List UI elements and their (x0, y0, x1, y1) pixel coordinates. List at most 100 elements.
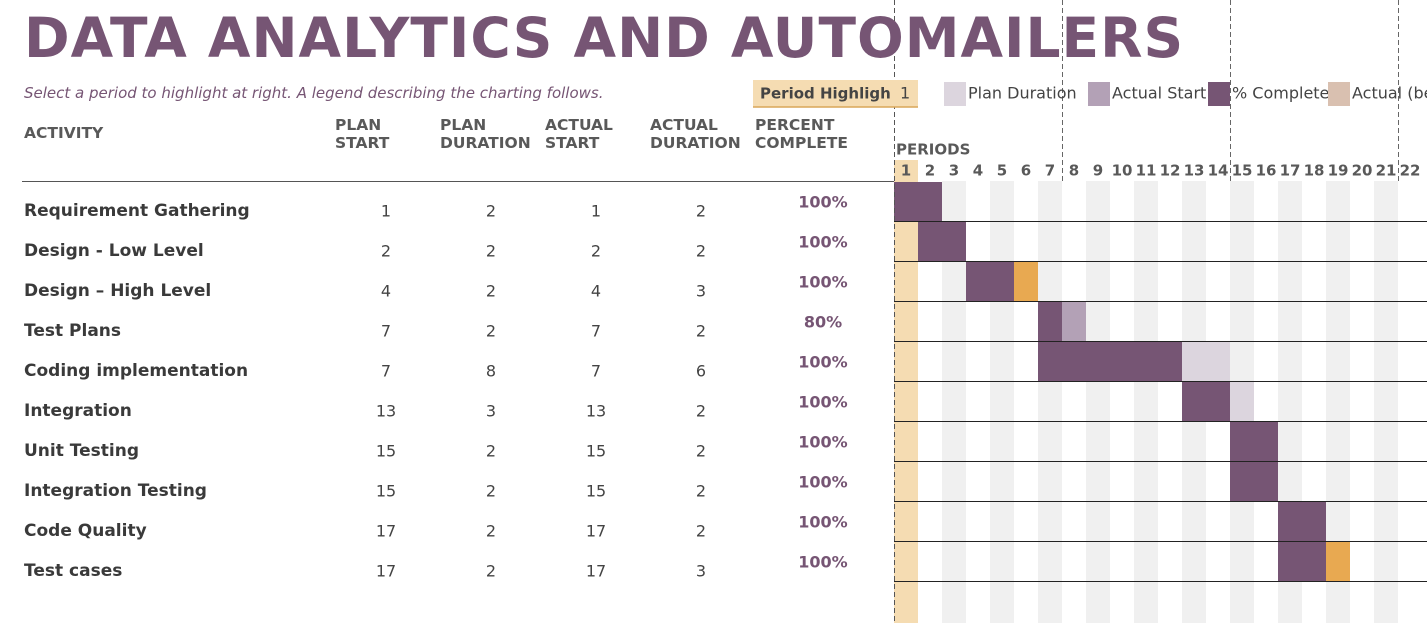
complete-bar (918, 182, 942, 221)
activity-name: Requirement Gathering (24, 201, 250, 221)
cell-value: 7 (380, 361, 392, 381)
period-label: 22 (1400, 162, 1421, 180)
cell-value: 8 (485, 361, 497, 381)
plan-bar (1182, 342, 1206, 381)
cell-value: 17 (375, 561, 397, 581)
cell-value: 17 (585, 521, 607, 541)
cell-value: 2 (485, 201, 497, 221)
actual-bar (1062, 302, 1086, 341)
periods-label: PERIODS (896, 141, 970, 159)
column-header: ACTUAL DURATION (650, 116, 741, 152)
period-label: 17 (1280, 162, 1301, 180)
cell-value: 7 (380, 321, 392, 341)
complete-bar (1086, 342, 1110, 381)
complete-bar (1230, 422, 1254, 461)
period-label: 15 (1232, 162, 1253, 180)
period-label: 16 (1256, 162, 1277, 180)
cell-value: 4 (590, 281, 602, 301)
complete-bar (1110, 342, 1134, 381)
legend-label: % Complete (1232, 84, 1329, 103)
column-header: PLAN DURATION (440, 116, 531, 152)
cell-value: 1 (380, 201, 392, 221)
period-label: 9 (1093, 162, 1103, 180)
complete-bar (1038, 342, 1062, 381)
percent-complete: 100% (798, 392, 848, 412)
activity-name: Test Plans (24, 321, 122, 341)
complete-bar (1278, 502, 1302, 541)
period-label: 6 (1021, 162, 1031, 180)
period-label: 20 (1352, 162, 1373, 180)
activity-name: Unit Testing (24, 441, 139, 461)
period-label: 2 (925, 162, 935, 180)
cell-value: 2 (695, 521, 707, 541)
period-stripe (1086, 181, 1110, 623)
period-highlight-value[interactable]: 1 (900, 84, 910, 103)
complete-bar (990, 262, 1014, 301)
complete-bar (1158, 342, 1182, 381)
cell-value: 1 (590, 201, 602, 221)
complete-bar (1254, 422, 1278, 461)
period-stripe (1134, 181, 1158, 623)
period-label: 7 (1045, 162, 1055, 180)
cell-value: 13 (585, 401, 607, 421)
cell-value: 2 (590, 241, 602, 261)
complete-bar (1038, 302, 1062, 341)
cell-value: 3 (485, 401, 497, 421)
period-stripe (1038, 181, 1062, 623)
period-highlight-label: Period Highligh (760, 85, 891, 103)
cell-value: 4 (380, 281, 392, 301)
period-label: 11 (1136, 162, 1157, 180)
activity-name: Integration (24, 401, 132, 421)
percent-complete: 100% (798, 472, 848, 492)
legend-swatch (1088, 82, 1110, 106)
period-highlight-box (753, 80, 918, 107)
cell-value: 15 (375, 441, 397, 461)
legend-swatch (944, 82, 966, 106)
legend-label: Plan Duration (968, 84, 1077, 103)
activity-name: Integration Testing (24, 481, 207, 501)
complete-bar (1278, 542, 1302, 581)
subtitle: Select a period to highlight at right. A… (24, 84, 604, 102)
cell-value: 2 (695, 481, 707, 501)
column-header: ACTUAL START (545, 116, 613, 152)
complete-bar (942, 222, 966, 261)
cell-value: 3 (695, 281, 707, 301)
legend-swatch (1208, 82, 1230, 106)
cell-value: 2 (485, 561, 497, 581)
cell-value: 2 (485, 241, 497, 261)
period-label: 21 (1376, 162, 1397, 180)
plan-bar (1206, 342, 1230, 381)
plan-bar (1230, 382, 1254, 421)
activity-name: Test cases (24, 561, 123, 581)
period-stripe (1374, 181, 1398, 623)
highlight-column (894, 160, 918, 623)
overrun-bar (1326, 542, 1350, 581)
activity-name: Design - Low Level (24, 241, 204, 261)
period-label: 3 (949, 162, 959, 180)
period-label: 5 (997, 162, 1007, 180)
column-header: PERCENT COMPLETE (755, 116, 848, 152)
period-stripe (990, 181, 1014, 623)
percent-complete: 80% (803, 312, 843, 332)
period-label: 19 (1328, 162, 1349, 180)
title: DATA ANALYTICS AND AUTOMAILERS (24, 6, 1185, 70)
percent-complete: 100% (798, 432, 848, 452)
cell-value: 13 (375, 401, 397, 421)
cell-value: 2 (485, 441, 497, 461)
overrun-bar (1014, 262, 1038, 301)
cell-value: 2 (695, 441, 707, 461)
legend-swatch (1328, 82, 1350, 106)
legend-label: Actual Start (1112, 84, 1206, 103)
period-label: 13 (1184, 162, 1205, 180)
percent-complete: 100% (798, 272, 848, 292)
cell-value: 6 (695, 361, 707, 381)
period-label: 8 (1069, 162, 1079, 180)
percent-complete: 100% (798, 232, 848, 252)
period-label: 10 (1112, 162, 1133, 180)
cell-value: 7 (590, 361, 602, 381)
complete-bar (1254, 462, 1278, 501)
complete-bar (1182, 382, 1206, 421)
cell-value: 2 (485, 521, 497, 541)
